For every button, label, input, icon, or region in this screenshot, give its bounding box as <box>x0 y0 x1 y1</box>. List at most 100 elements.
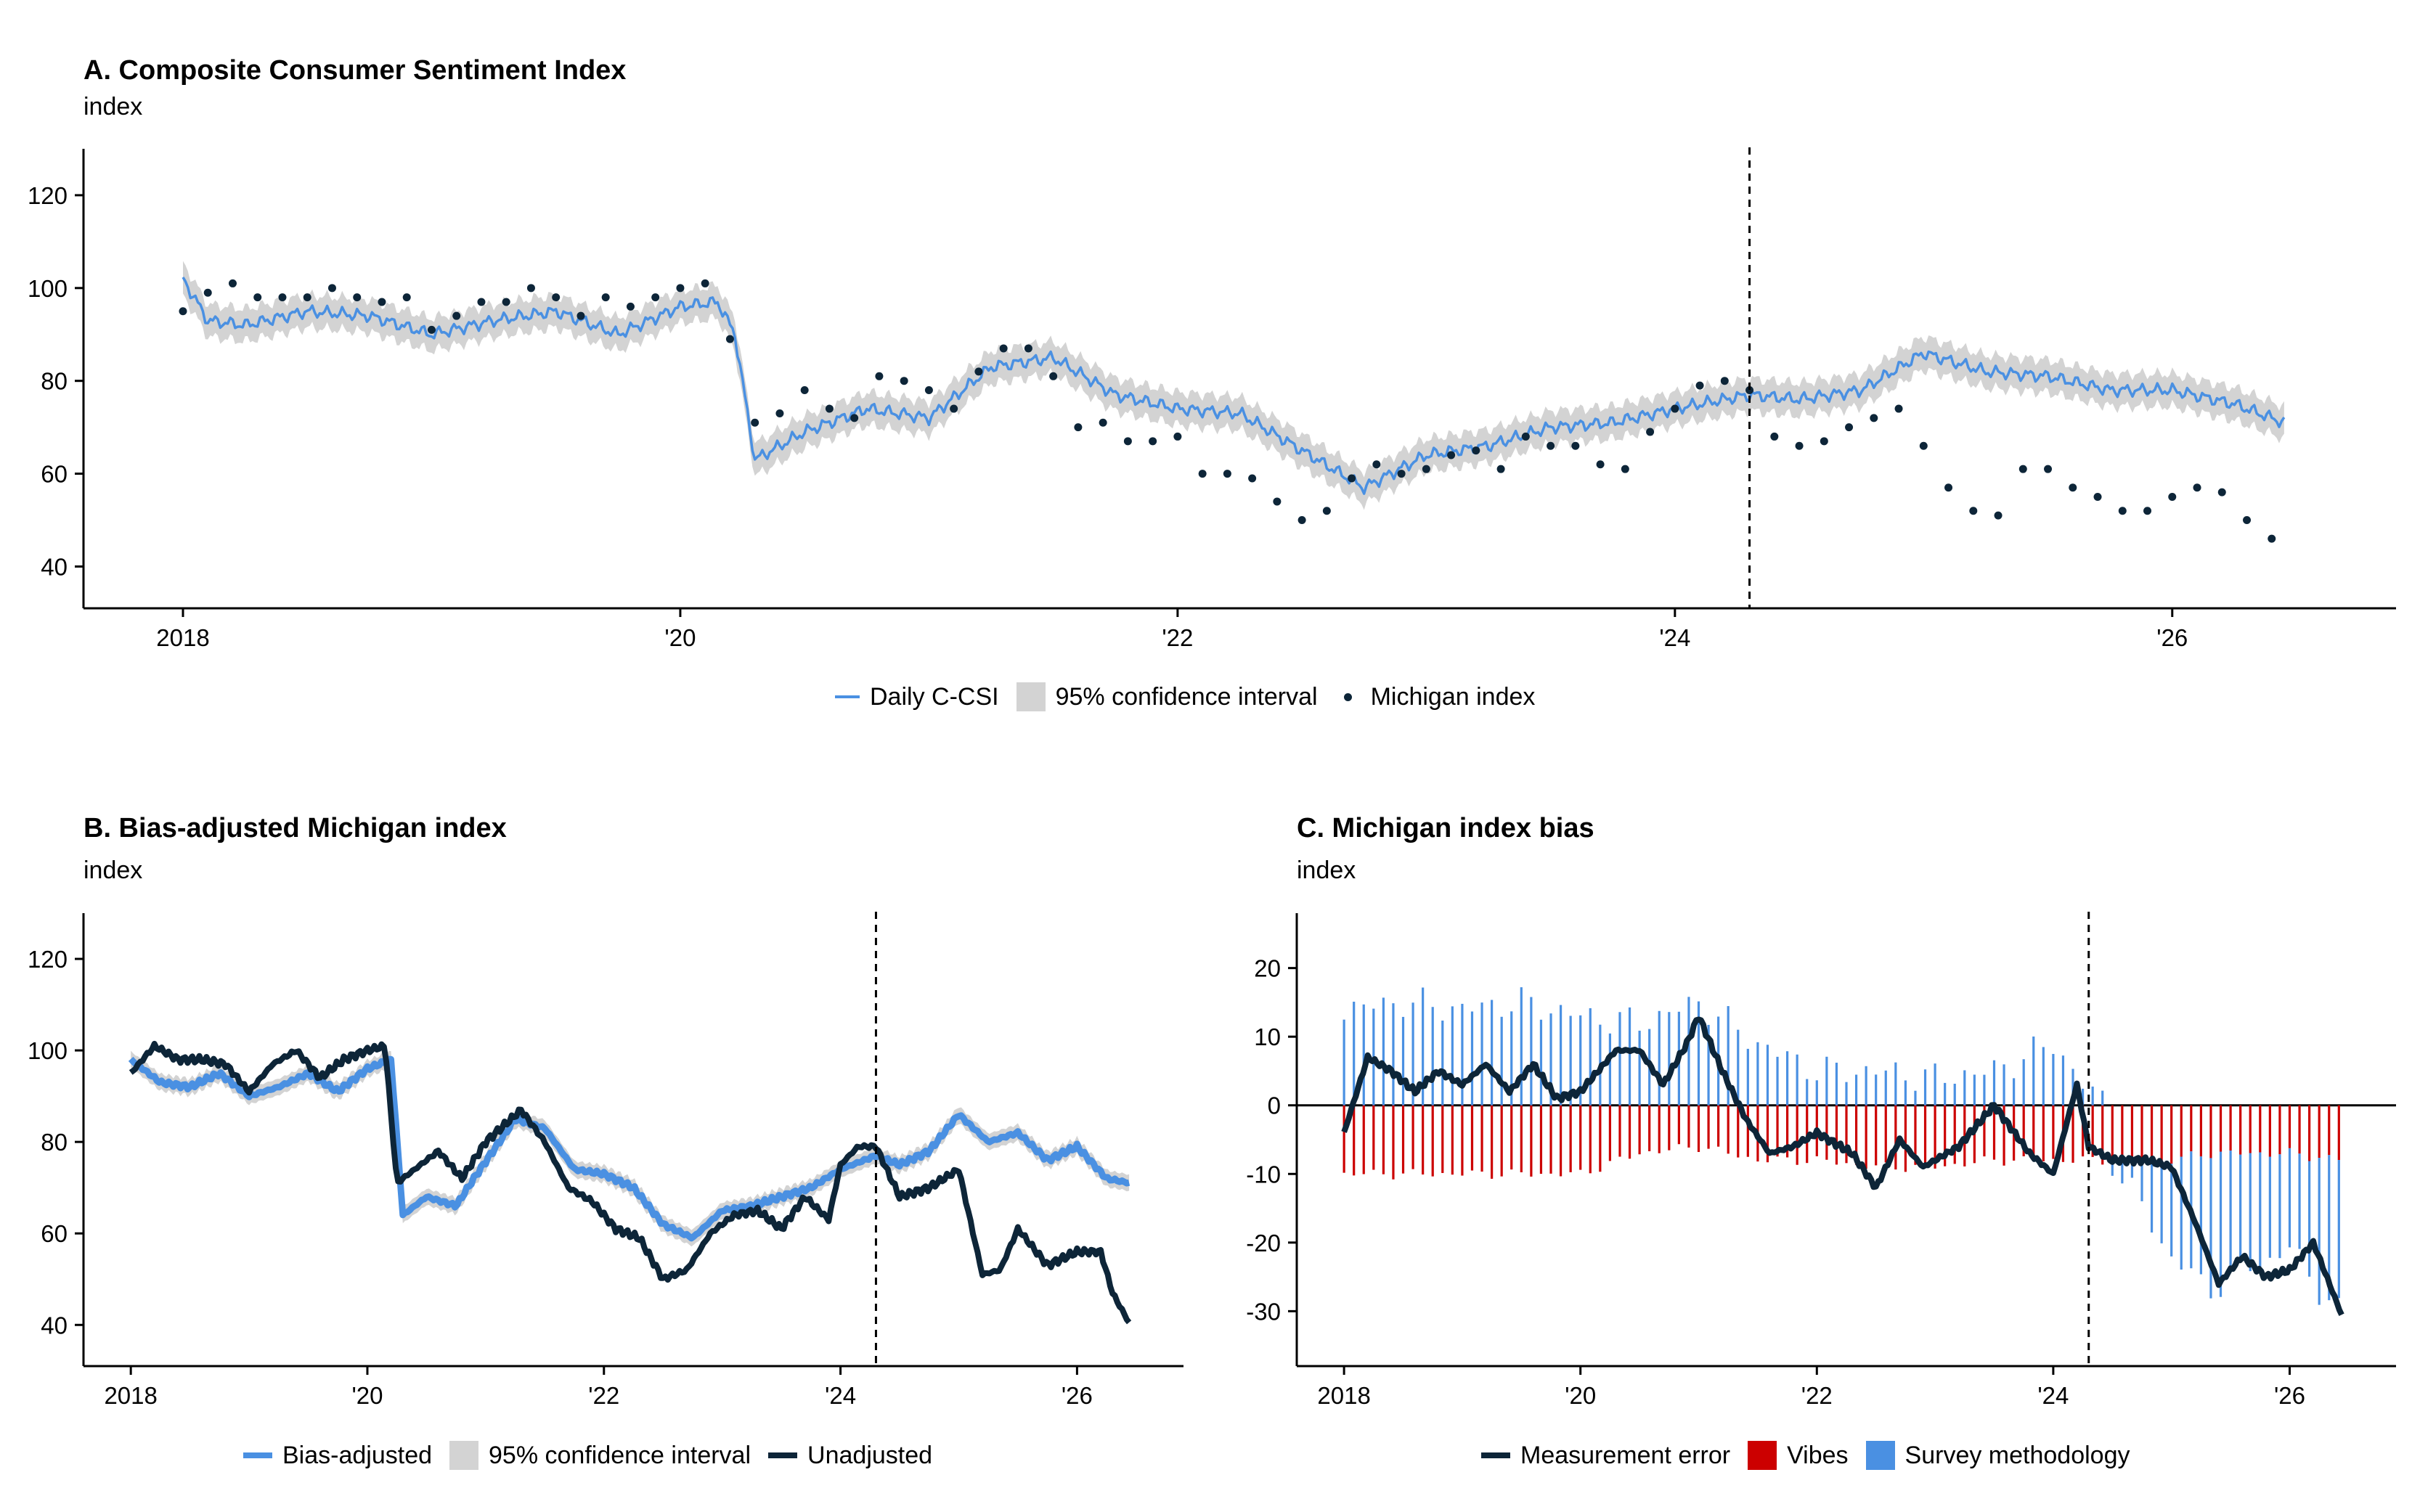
michigan-index-point <box>552 293 561 302</box>
panel-a-title: A. Composite Consumer Sentiment Index <box>83 55 627 86</box>
michigan-index-point <box>502 298 510 306</box>
michigan-index-point <box>1496 465 1505 473</box>
survey-methodology-bar <box>1746 1048 1749 1106</box>
legend-label: 95% confidence interval <box>489 1441 751 1469</box>
michigan-index-point <box>179 307 187 316</box>
vibes-bar <box>2229 1105 2232 1151</box>
survey-methodology-bar <box>1411 1002 1414 1106</box>
michigan-index-point <box>1596 460 1605 469</box>
survey-methodology-bar <box>1934 1063 1936 1106</box>
michigan-index-point <box>875 372 884 380</box>
survey-methodology-bar <box>2061 1055 2065 1106</box>
michigan-index-point <box>1472 446 1480 455</box>
survey-methodology-bar <box>1362 1004 1365 1106</box>
michigan-index-point <box>303 293 311 302</box>
legend-label: Bias-adjusted <box>282 1441 433 1469</box>
survey-methodology-bar <box>1500 1016 1503 1106</box>
survey-methodology-bar <box>1923 1069 1927 1106</box>
vibes-bar <box>2150 1105 2154 1159</box>
survey-methodology-bar <box>1963 1070 1966 1106</box>
survey-methodology-bar <box>1461 1003 1464 1106</box>
vibes-bar <box>1353 1105 1356 1176</box>
survey-methodology-bar <box>1628 1007 1631 1106</box>
survey-methodology-bar <box>2003 1064 2005 1106</box>
survey-methodology-bar <box>1579 1015 1582 1106</box>
survey-methodology-bar <box>1549 1013 1552 1106</box>
legend-label: Daily C-CSI <box>870 682 999 711</box>
survey-methodology-bar <box>2150 1158 2154 1233</box>
panel-a-legend: Daily C-CSI 95% confidence interval Mich… <box>835 682 1535 711</box>
michigan-index-point <box>2093 493 2102 502</box>
bias-adjusted-line <box>128 1055 1130 1242</box>
michigan-index-point <box>1422 465 1430 473</box>
michigan-index-point <box>278 293 287 302</box>
measurement-error-line <box>1341 1016 2344 1316</box>
survey-methodology-bar <box>1618 1012 1621 1106</box>
vibes-bar <box>2337 1105 2340 1161</box>
survey-methodology-bar <box>1608 1033 1612 1106</box>
michigan-index-point <box>651 293 660 302</box>
survey-methodology-bar <box>1491 1000 1494 1106</box>
survey-methodology-bar <box>2111 1163 2114 1176</box>
survey-methodology-bar <box>1904 1080 1907 1106</box>
vibes-bar <box>2209 1105 2212 1158</box>
x-tick-label: '26 <box>2274 1382 2305 1409</box>
vibes-bar <box>1727 1105 1730 1154</box>
survey-methodology-bar <box>1894 1062 1897 1106</box>
michigan-index-point <box>1099 418 1107 427</box>
michigan-index-point <box>2143 507 2152 515</box>
michigan-index-point <box>2018 465 2027 473</box>
michigan-index-point <box>974 367 983 376</box>
survey-methodology-bar <box>1422 987 1425 1106</box>
legend-label: 95% confidence interval <box>1055 682 1318 711</box>
survey-methodology-bar <box>1796 1054 1798 1106</box>
michigan-index-point <box>526 284 535 293</box>
legend-confidence-interval: 95% confidence interval <box>449 1441 751 1470</box>
vibes-bar <box>1461 1105 1464 1176</box>
x-tick-label: '20 <box>351 1382 383 1409</box>
legend-line-swatch <box>768 1452 798 1458</box>
michigan-index-point <box>1049 372 1058 380</box>
y-tick-label: 120 <box>28 182 68 209</box>
vibes-bar <box>2308 1105 2311 1161</box>
michigan-index-point <box>1074 423 1083 432</box>
vibes-bar <box>2052 1105 2055 1159</box>
survey-methodology-bar <box>1983 1074 1986 1106</box>
michigan-index-point <box>353 293 362 302</box>
legend-daily-ccsi: Daily C-CSI <box>835 683 999 711</box>
survey-methodology-bar <box>1756 1042 1759 1106</box>
michigan-index-point <box>751 418 759 427</box>
michigan-index-point <box>1248 474 1257 483</box>
vibes-bar <box>1648 1105 1651 1151</box>
michigan-index-point <box>253 293 262 302</box>
survey-methodology-bar <box>1658 1010 1661 1106</box>
survey-methodology-bar <box>2022 1059 2025 1106</box>
vibes-bar <box>1618 1105 1621 1157</box>
survey-methodology-bar <box>2180 1156 2183 1270</box>
survey-methodology-bar <box>1737 1029 1740 1106</box>
survey-methodology-bar <box>1431 1007 1434 1106</box>
survey-methodology-bar <box>2032 1036 2035 1106</box>
vibes-bar <box>1559 1105 1563 1177</box>
vibes-bar <box>1422 1105 1425 1175</box>
survey-methodology-bar <box>2101 1090 2104 1106</box>
vibes-bar <box>1865 1105 1867 1169</box>
x-tick-label: '24 <box>1659 624 1690 651</box>
survey-methodology-bar <box>1520 987 1523 1106</box>
y-tick-label: 40 <box>41 1312 68 1339</box>
vibes-bar <box>2180 1105 2183 1157</box>
michigan-index-point <box>2168 493 2177 502</box>
vibes-bar <box>1470 1105 1474 1171</box>
michigan-index-point <box>1297 516 1306 525</box>
vibes-bar <box>1480 1105 1483 1172</box>
x-tick-label: '24 <box>825 1382 856 1409</box>
vibes-bar <box>2239 1105 2242 1155</box>
vibes-bar <box>1697 1105 1700 1153</box>
vibes-bar <box>1411 1105 1414 1169</box>
survey-methodology-bar <box>1727 1006 1730 1106</box>
vibes-bar <box>2219 1105 2223 1152</box>
michigan-index-point <box>2044 465 2053 473</box>
chart-panel-c: -30 -20 -10 0 10 20 2018 '20 '22 '24 '26 <box>1246 912 2396 1409</box>
michigan-index-point <box>626 302 635 311</box>
y-tick-label: -10 <box>1246 1161 1281 1188</box>
